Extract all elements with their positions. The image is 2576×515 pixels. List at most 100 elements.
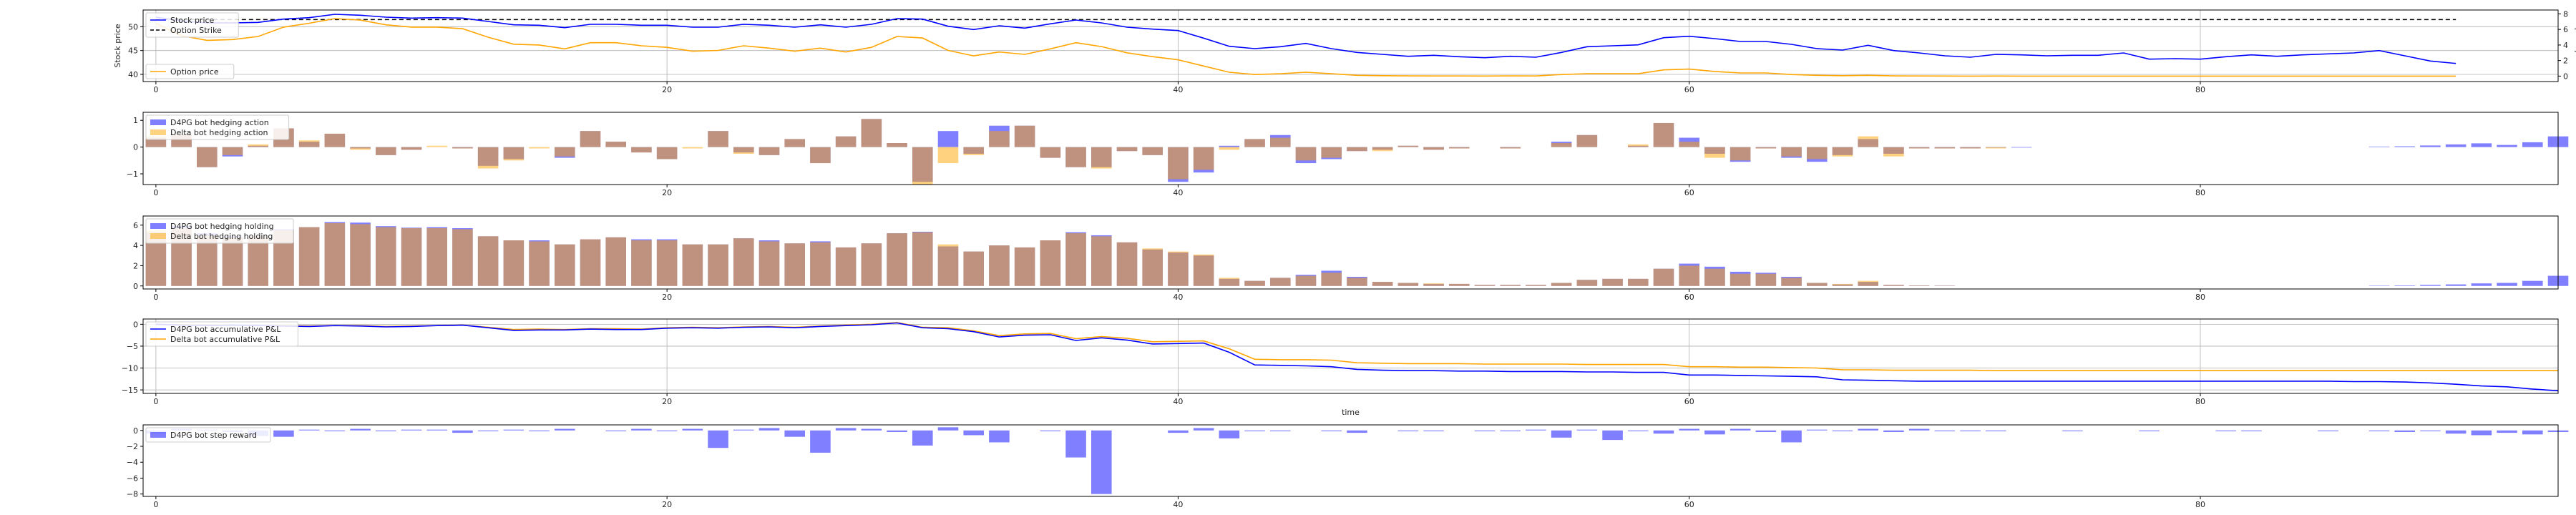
reward-bar-d4pg-8 (350, 428, 371, 431)
action-bar-delta-58 (1628, 144, 1649, 147)
action-bar-d4pg-92 (2497, 144, 2517, 147)
reward-ytick-label--2: −2 (127, 442, 138, 451)
holding-bar-delta-29 (887, 233, 907, 286)
holding-bar-delta-35 (1040, 240, 1061, 286)
action-bar-delta-66 (1832, 147, 1853, 157)
action-bar-delta-11 (426, 145, 447, 147)
action-bar-delta-28 (861, 119, 882, 147)
action-bar-delta-64 (1781, 147, 1802, 157)
action-bar-delta-42 (1219, 147, 1240, 150)
reward-bar-d4pg-22 (708, 430, 728, 448)
action-bar-delta-70 (1934, 147, 1956, 149)
panel-hedging-action: 0 20 40 60 80 −1 0 1 D4PG bot hedging actionDelt… (127, 112, 2569, 197)
reward-bar-d4pg-10 (401, 429, 422, 431)
action-bar-delta-15 (529, 147, 550, 149)
holding-bar-delta-64 (1781, 278, 1802, 286)
holding-bar-delta-69 (1908, 285, 1930, 286)
panel-hedging-holding: 0 20 40 60 80 0 2 4 6 D4PG bot hedging holdingDel… (133, 215, 2569, 302)
price-y2tick-label-2: 2 (2563, 57, 2568, 66)
holding-bar-d4pg-91 (2471, 283, 2492, 286)
holding-xtick-label-80: 80 (2195, 293, 2205, 302)
holding-bar-delta-32 (963, 251, 984, 286)
reward-bar-d4pg-21 (682, 428, 703, 431)
action-bar-delta-22 (708, 131, 728, 147)
holding-bar-delta-63 (1755, 273, 1777, 286)
pnl-legend-label-1: Delta bot accumulative P&L (170, 335, 280, 344)
reward-bar-d4pg-61 (1704, 430, 1725, 435)
reward-bar-d4pg-36 (1065, 430, 1086, 458)
holding-bar-delta-49 (1397, 283, 1419, 286)
action-legend-label-1: Delta bot hedging action (170, 128, 268, 137)
price-ytick-label-50: 50 (128, 22, 138, 31)
holding-bar-delta-33 (989, 245, 1010, 286)
action-ytick-label--1: −1 (127, 170, 138, 179)
action-xtick-label-20: 20 (662, 188, 672, 197)
price-y2label: Option price (2574, 21, 2576, 70)
holding-bar-delta-6 (298, 227, 320, 286)
holding-bar-delta-43 (1244, 280, 1265, 286)
pnl-xtick-label-0: 0 (153, 397, 158, 406)
reward-bar-d4pg-57 (1602, 430, 1623, 441)
reward-bar-d4pg-54 (1526, 429, 1546, 431)
reward-bar-d4pg-37 (1091, 430, 1112, 494)
price-xtick-label-60: 60 (1684, 85, 1694, 94)
pnl-xtick-label-20: 20 (662, 397, 672, 406)
holding-bar-delta-40 (1168, 251, 1189, 286)
action-bar-delta-32 (963, 147, 984, 155)
price-y2tick-label-8: 8 (2563, 9, 2568, 19)
reward-bar-d4pg-68 (1883, 430, 1904, 432)
holding-bar-d4pg-87 (2368, 285, 2390, 286)
holding-legend-label-1: Delta bot hedging holding (170, 232, 273, 241)
reward-bar-d4pg-5 (273, 430, 294, 437)
holding-ytick-label-6: 6 (133, 221, 138, 230)
pnl-delta-line (155, 322, 2558, 372)
action-bar-delta-2 (197, 147, 218, 167)
action-bar-delta-68 (1883, 147, 1904, 157)
holding-xtick-label-60: 60 (1684, 293, 1694, 302)
action-bar-delta-48 (1372, 147, 1393, 152)
action-bar-delta-26 (810, 147, 831, 164)
reward-bar-d4pg-41 (1193, 428, 1214, 431)
price2-legend-label-0: Option price (170, 67, 219, 77)
action-axes-frame (142, 112, 2559, 185)
price-legend-label-1: Option Strike (170, 26, 222, 35)
reward-bar-d4pg-64 (1781, 430, 1802, 443)
reward-xtick-label-80: 80 (2195, 500, 2205, 509)
reward-xtick-label-20: 20 (662, 500, 672, 509)
reward-bar-d4pg-60 (1679, 428, 1699, 431)
holding-bar-delta-8 (350, 224, 371, 286)
action-xtick-label-60: 60 (1684, 188, 1694, 197)
reward-xtick-label-40: 40 (1173, 500, 1183, 509)
holding-bar-delta-41 (1193, 254, 1214, 286)
holding-bar-delta-14 (503, 240, 525, 286)
reward-bar-d4pg-62 (1729, 428, 1751, 431)
holding-bar-delta-61 (1704, 268, 1725, 286)
holding-bar-delta-31 (937, 244, 959, 286)
action-bar-delta-45 (1295, 147, 1317, 161)
reward-xtick-label-60: 60 (1684, 500, 1694, 509)
action-bar-delta-49 (1397, 145, 1419, 147)
action-bar-delta-3 (222, 147, 243, 155)
action-bar-delta-51 (1449, 147, 1470, 149)
pnl-xlabel: time (1342, 408, 1360, 417)
holding-ytick-label-0: 0 (133, 282, 138, 291)
price-xtick-label-20: 20 (662, 85, 672, 94)
action-bar-delta-6 (298, 140, 320, 147)
action-bar-delta-10 (401, 147, 422, 150)
holding-bar-delta-28 (861, 243, 882, 286)
holding-bar-delta-15 (529, 241, 550, 286)
action-bar-delta-19 (631, 147, 652, 153)
action-bar-delta-44 (1270, 137, 1291, 147)
holding-bar-delta-70 (1934, 285, 1956, 286)
price-ytick-label-45: 45 (128, 46, 138, 56)
action-bar-delta-71 (1960, 147, 1981, 149)
holding-bar-delta-24 (758, 241, 780, 286)
reward-bar-d4pg-88 (2394, 430, 2415, 432)
price-legend-label-0: Stock price (170, 16, 215, 25)
reward-bar-d4pg-65 (1807, 429, 1828, 431)
holding-bar-delta-57 (1602, 278, 1623, 286)
holding-bar-delta-48 (1372, 282, 1393, 286)
holding-ytick-label-2: 2 (133, 261, 138, 270)
holding-bar-delta-16 (555, 244, 575, 286)
